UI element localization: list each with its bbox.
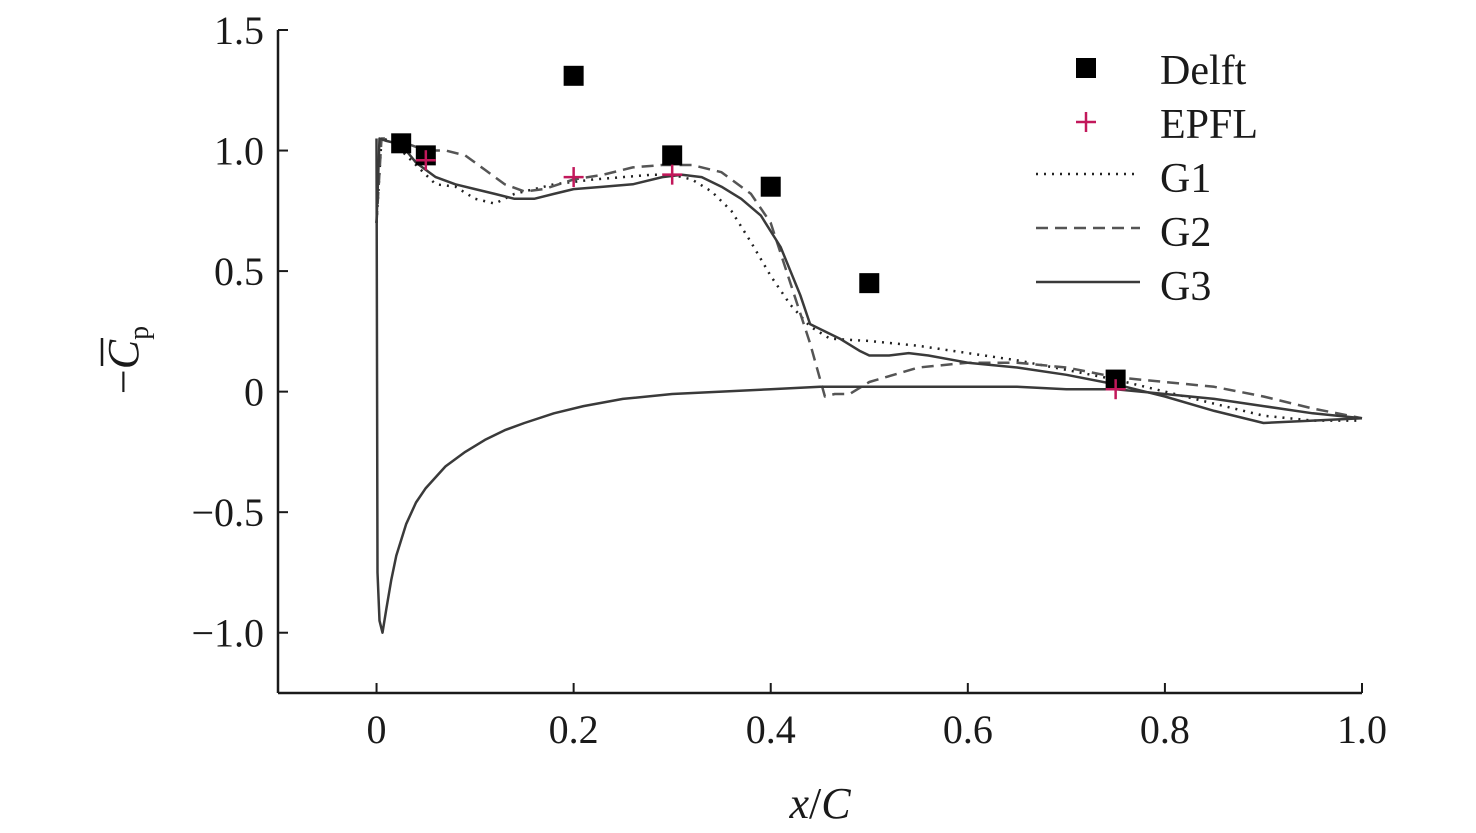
y-tick-label: 0.5 [214, 249, 264, 294]
legend: Delft EPFL G1 G2 G3 [1036, 48, 1258, 310]
legend-item: G1 [1036, 156, 1211, 202]
series-epfl-point [1105, 379, 1126, 400]
series-g3-line [375, 137, 1363, 425]
x-tick-label: 0.2 [549, 707, 599, 752]
x-axis-label: x/C [788, 779, 851, 828]
series-delft-point [391, 133, 412, 154]
y-tick-label: 0 [244, 370, 264, 415]
legend-item: G2 [1036, 210, 1211, 256]
svg-text:−Cp: −Cp [99, 326, 155, 394]
legend-label: Delft [1160, 48, 1247, 94]
legend-swatch [1076, 112, 1096, 132]
legend-item: G3 [1036, 264, 1211, 310]
series-delft-point [662, 145, 683, 166]
tick-labels: 0 0.2 0.4 0.6 0.8 1.0 1.5 1.0 0.5 0 −0.5 −1.0 [191, 8, 1387, 752]
y-tick-label: 1.5 [214, 8, 264, 53]
plot-area [375, 65, 1363, 634]
series-epfl-point [563, 167, 584, 188]
legend-swatch [1076, 58, 1096, 78]
x-tick-label: 0.8 [1140, 707, 1190, 752]
legend-label: G1 [1160, 156, 1211, 202]
legend-item: EPFL [1076, 102, 1258, 148]
series-delft-point [563, 65, 584, 86]
series-g2-line [375, 137, 1363, 420]
legend-label: G2 [1160, 210, 1211, 256]
x-tick-label: 0 [367, 707, 387, 752]
axes [276, 29, 1363, 695]
x-tick-label: 0.4 [746, 707, 796, 752]
y-tick-label: 1.0 [214, 129, 264, 174]
x-tick-label: 0.6 [943, 707, 993, 752]
y-tick-label: −0.5 [191, 490, 264, 535]
series-pressure-side-line [375, 138, 1363, 634]
y-tick-label: −1.0 [191, 611, 264, 656]
series-epfl-point [662, 164, 683, 185]
legend-label: EPFL [1160, 102, 1258, 148]
legend-label: G3 [1160, 264, 1211, 310]
series-delft-point [859, 273, 880, 294]
y-axis-label: −Cp [99, 326, 155, 394]
legend-item: Delft [1076, 48, 1247, 94]
x-tick-label: 1.0 [1337, 707, 1387, 752]
series-epfl-point [415, 150, 436, 171]
series-delft-point [760, 176, 781, 197]
